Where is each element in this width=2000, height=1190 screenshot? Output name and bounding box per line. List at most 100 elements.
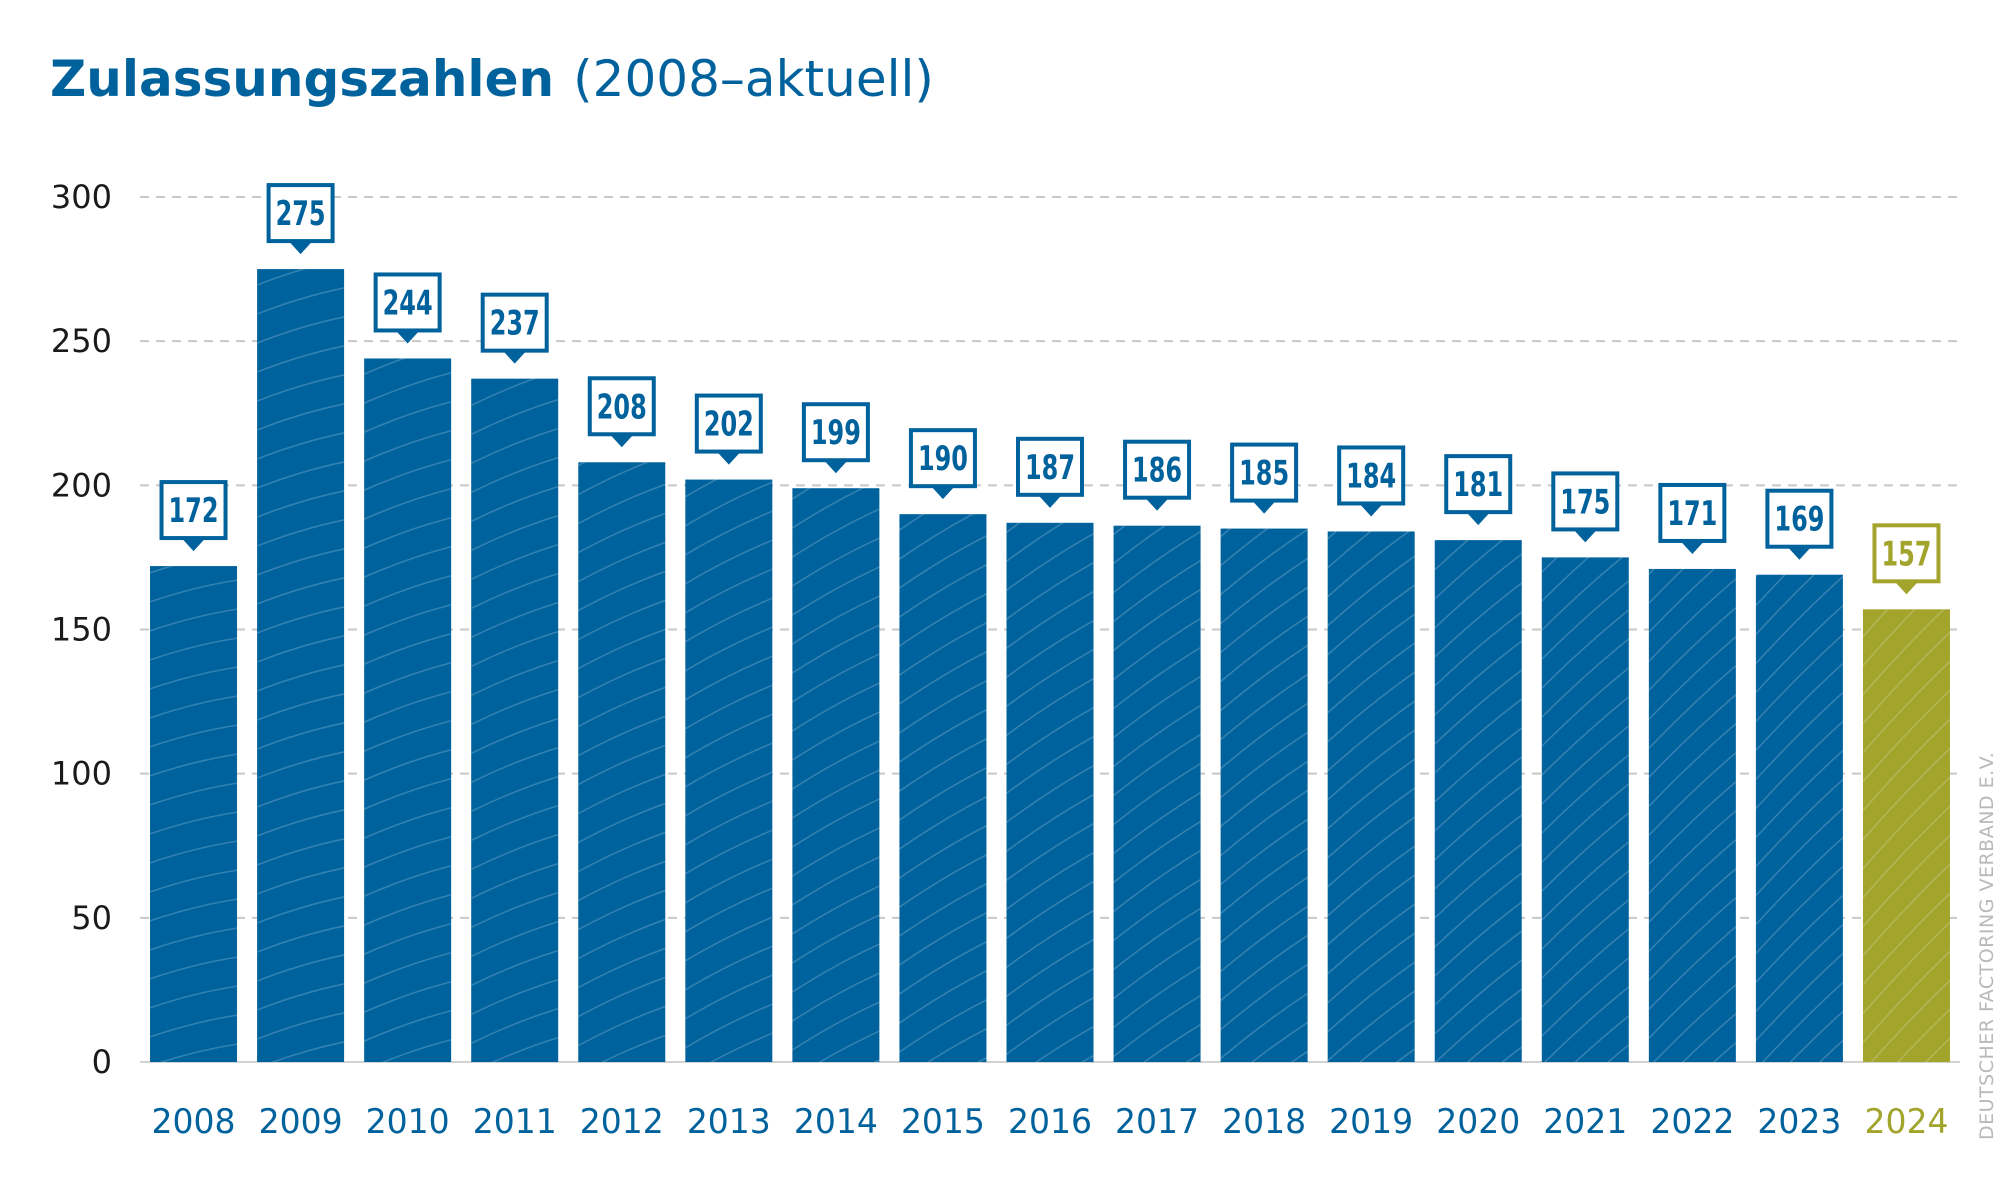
value-label-box-2015 [908, 428, 977, 489]
bar-2015 [899, 514, 987, 1062]
bar-2018 [1220, 528, 1308, 1062]
value-label-pointer-2010 [396, 331, 419, 344]
x-tick-label-2011: 2011 [473, 1102, 557, 1142]
value-label-pointer-2022 [1681, 541, 1704, 554]
value-label-2009: 275 [266, 183, 335, 255]
bar-2017 [1113, 525, 1201, 1062]
value-label-pointer-2016 [1039, 495, 1061, 508]
bar-2011 [471, 378, 559, 1062]
bar-texture-2014 [792, 488, 880, 1062]
bar-2021 [1541, 557, 1629, 1062]
value-label-pointer-2008 [182, 539, 205, 552]
x-tick-label-2020: 2020 [1436, 1102, 1520, 1142]
value-label-text-2011: 237 [490, 304, 540, 344]
bars [150, 269, 1950, 1063]
value-label-text-2014: 199 [811, 413, 861, 453]
value-label-2017: 186 [1123, 439, 1192, 511]
value-label-box-2010 [373, 272, 442, 333]
bar-2024 [1862, 609, 1950, 1062]
bar-texture-2015 [899, 514, 987, 1062]
value-label-text-2024: 157 [1881, 534, 1931, 574]
value-label-2014: 199 [801, 402, 870, 474]
value-label-box-2023 [1765, 488, 1834, 549]
bar-texture-2023 [1755, 574, 1843, 1062]
value-label-pointer-2015 [931, 487, 954, 500]
bar-texture-2011 [471, 378, 559, 1062]
y-tick-label-300: 300 [51, 178, 112, 216]
value-label-pointer-2017 [1146, 498, 1169, 511]
value-label-pointer-2011 [503, 351, 526, 364]
x-tick-label-2016: 2016 [1008, 1102, 1092, 1142]
value-label-box-2012 [587, 376, 656, 437]
value-label-text-2010: 244 [383, 283, 433, 323]
value-label-text-2009: 275 [276, 194, 326, 234]
bar-texture-2020 [1434, 540, 1522, 1062]
bar-texture-2018 [1220, 528, 1308, 1062]
value-label-pointer-2014 [824, 461, 847, 474]
y-axis: 0 50 100 150 200 250 300 [51, 178, 112, 1081]
value-label-box-2011 [480, 292, 549, 353]
value-label-pointer-2021 [1574, 530, 1597, 543]
value-label-box-2014 [801, 402, 870, 463]
value-label-text-2023: 169 [1774, 500, 1824, 540]
value-label-text-2019: 184 [1346, 456, 1396, 496]
x-tick-label-2018: 2018 [1222, 1102, 1306, 1142]
value-label-2011: 237 [480, 292, 549, 364]
value-label-text-2013: 202 [704, 405, 754, 445]
x-tick-label-2022: 2022 [1650, 1102, 1734, 1142]
y-tick-label-100: 100 [51, 755, 112, 793]
value-label-box-2016 [1016, 436, 1084, 497]
y-tick-label-200: 200 [51, 466, 112, 504]
x-tick-label-2019: 2019 [1329, 1102, 1413, 1142]
title-main: Zulassungszahlen [50, 50, 554, 108]
value-label-box-2022 [1658, 482, 1727, 543]
value-label-2016: 187 [1016, 436, 1084, 508]
value-label-text-2021: 175 [1560, 482, 1610, 522]
value-label-box-2009 [266, 183, 335, 244]
x-tick-label-2008: 2008 [152, 1102, 236, 1142]
bar-2013 [685, 479, 773, 1063]
value-label-pointer-2019 [1360, 504, 1383, 517]
bar-texture-2013 [685, 479, 773, 1063]
bar-texture-2022 [1648, 568, 1736, 1062]
x-tick-label-2023: 2023 [1757, 1102, 1841, 1142]
y-tick-label-0: 0 [92, 1043, 112, 1081]
value-label-box-2024 [1872, 523, 1941, 584]
bar-texture-2024 [1862, 609, 1950, 1062]
value-label-text-2020: 181 [1453, 465, 1503, 505]
x-axis: 2008 2009 2010 2011 2012 2013 2014 2015 2016 2017… [152, 1102, 1949, 1142]
value-label-pointer-2009 [289, 242, 312, 255]
value-label-2019: 184 [1337, 445, 1406, 517]
credit-text: DEUTSCHER FACTORING VERBAND E.V. [1976, 752, 1998, 1140]
value-label-pointer-2020 [1467, 513, 1490, 526]
value-label-2013: 202 [694, 393, 763, 465]
bar-2023 [1755, 574, 1843, 1062]
value-label-pointer-2013 [717, 452, 740, 465]
bar-2010 [364, 358, 452, 1062]
value-label-2022: 171 [1658, 482, 1727, 554]
title-subtitle: (2008–aktuell) [573, 50, 934, 108]
bar-2008 [150, 566, 238, 1062]
value-label-pointer-2012 [610, 435, 633, 448]
bar-2014 [792, 488, 880, 1062]
value-label-2015: 190 [908, 428, 977, 500]
value-label-2018: 185 [1230, 442, 1299, 514]
value-label-text-2022: 171 [1667, 494, 1717, 534]
x-tick-label-2017: 2017 [1115, 1102, 1199, 1142]
bar-texture-2017 [1113, 525, 1201, 1062]
value-label-text-2016: 187 [1025, 448, 1075, 488]
bar-texture-2019 [1327, 531, 1415, 1062]
value-label-2012: 208 [587, 376, 656, 448]
value-label-box-2013 [694, 393, 763, 454]
value-label-2010: 244 [373, 272, 442, 344]
bar-texture-2009 [257, 269, 345, 1063]
value-label-box-2021 [1551, 471, 1620, 532]
value-label-2021: 175 [1551, 471, 1620, 543]
value-label-box-2020 [1444, 454, 1513, 515]
bar-texture-2008 [150, 566, 238, 1062]
bar-texture-2016 [1006, 522, 1094, 1062]
value-label-2020: 181 [1444, 454, 1513, 526]
bar-texture-2021 [1541, 557, 1629, 1063]
